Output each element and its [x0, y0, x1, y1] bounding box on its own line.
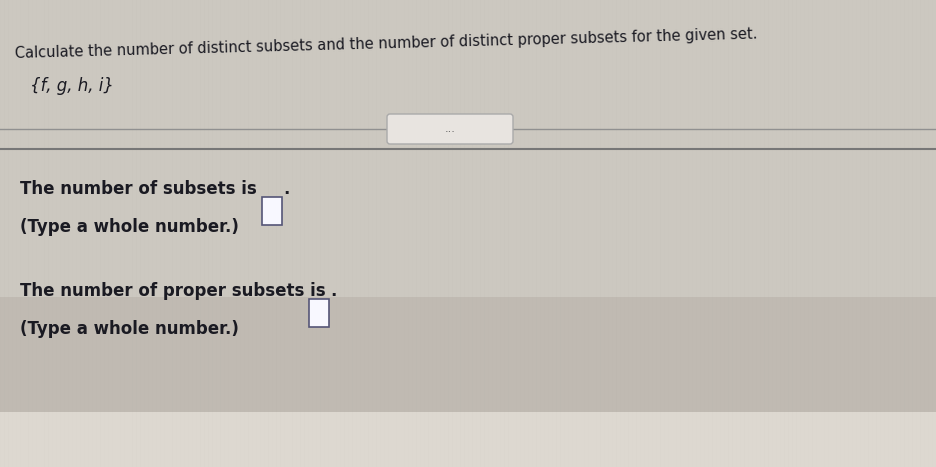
Bar: [0, 412, 936, 467]
FancyBboxPatch shape: [387, 114, 512, 144]
FancyBboxPatch shape: [309, 299, 329, 327]
Text: Calculate the number of distinct subsets and the number of distinct proper subse: Calculate the number of distinct subsets…: [15, 27, 757, 62]
Text: ...: ...: [444, 124, 455, 134]
Text: The number of subsets is: The number of subsets is: [20, 180, 256, 198]
Text: .: .: [283, 180, 289, 198]
Text: {f, g, h, i}: {f, g, h, i}: [30, 77, 114, 95]
Text: The number of proper subsets is: The number of proper subsets is: [20, 282, 326, 300]
Text: .: .: [329, 282, 336, 300]
Text: (Type a whole number.): (Type a whole number.): [20, 320, 239, 338]
Bar: [0, 0, 936, 297]
Text: (Type a whole number.): (Type a whole number.): [20, 218, 239, 236]
Bar: [0, 297, 936, 467]
FancyBboxPatch shape: [262, 197, 282, 225]
